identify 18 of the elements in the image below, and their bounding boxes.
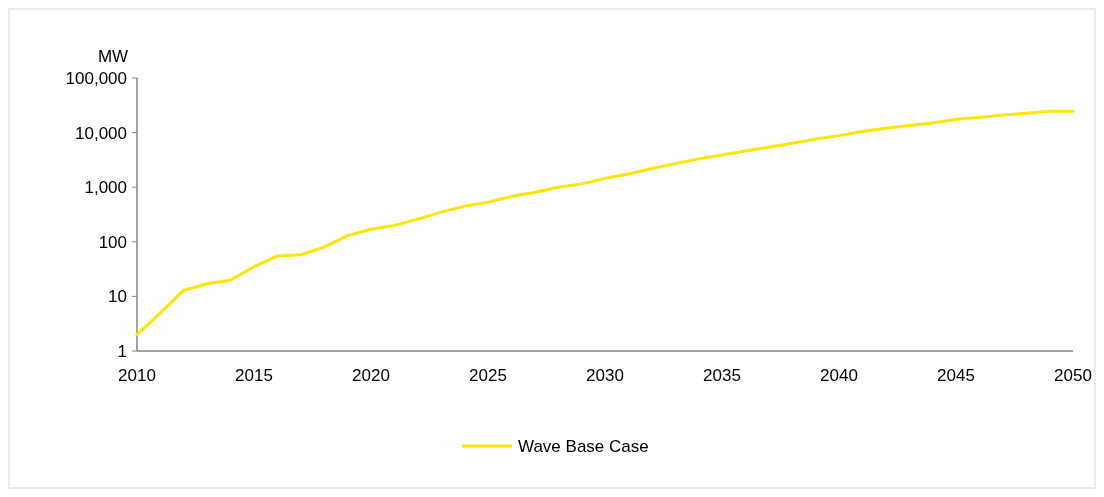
x-tick-label: 2025	[469, 366, 507, 385]
x-tick-label: 2010	[118, 366, 156, 385]
line-series	[135, 109, 1075, 337]
x-tick-label: 2030	[586, 366, 624, 385]
y-tick-label: 10,000	[75, 123, 127, 143]
y-tick-label: 10	[108, 287, 127, 307]
x-tick-label: 2045	[937, 366, 975, 385]
x-tick-label: 2015	[235, 366, 273, 385]
x-tick-label: 2020	[352, 366, 390, 385]
x-tick-label: 2035	[703, 366, 741, 385]
y-tick-label: 100,000	[65, 68, 127, 88]
x-tick-label: 2050	[1054, 366, 1092, 385]
x-tick-label: 2040	[820, 366, 858, 385]
y-tick-label: 100	[98, 232, 127, 252]
legend-label: Wave Base Case	[518, 436, 649, 456]
y-tick-label: 1	[117, 341, 127, 361]
y-tick-label: 1,000	[84, 178, 127, 198]
y-axis-title: MW	[97, 47, 129, 66]
